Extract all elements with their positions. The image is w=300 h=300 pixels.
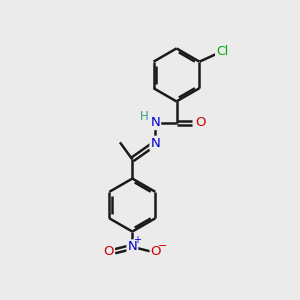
Text: Cl: Cl — [216, 45, 228, 58]
Text: N: N — [150, 116, 160, 129]
Text: O: O — [151, 245, 161, 258]
Text: N: N — [128, 240, 137, 254]
Text: O: O — [103, 245, 114, 258]
Text: +: + — [133, 236, 141, 245]
Text: H: H — [140, 110, 148, 123]
Text: N: N — [150, 137, 160, 150]
Text: −: − — [158, 241, 167, 251]
Text: O: O — [196, 116, 206, 129]
